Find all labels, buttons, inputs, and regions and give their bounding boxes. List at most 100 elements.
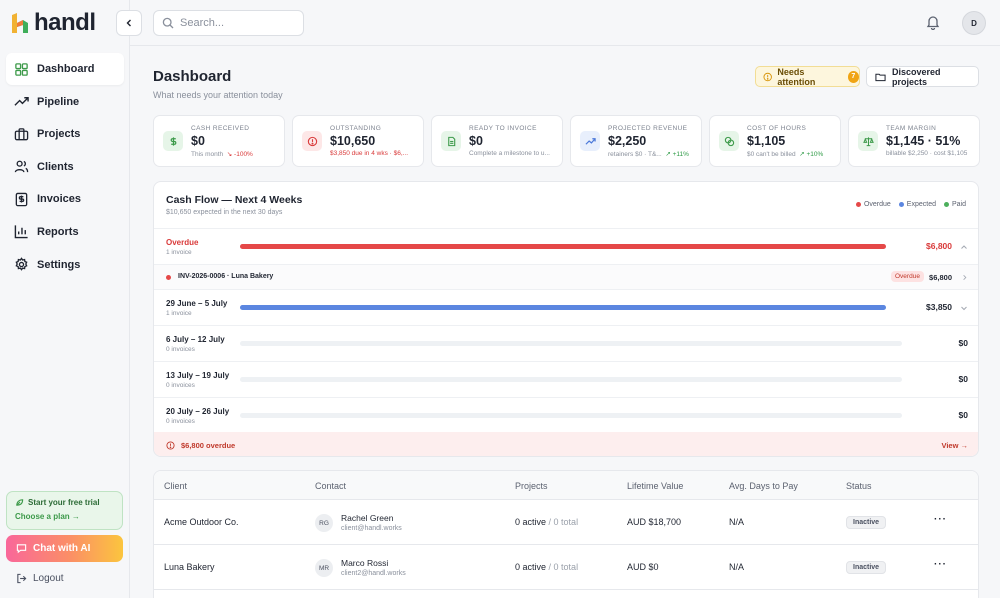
status-badge: Inactive xyxy=(846,516,887,529)
sidebar-item-label: Dashboard xyxy=(37,63,95,75)
search-box[interactable] xyxy=(153,10,304,36)
kpi-ready-to-invoice[interactable]: Ready to Invoice $0 Complete a milestone… xyxy=(431,115,563,167)
avg-days-to-pay: N/A xyxy=(729,517,745,527)
legend-label: Overdue xyxy=(863,201,891,208)
cash-flow-row-week-2[interactable]: 6 July – 12 July 0 invoices $0 xyxy=(154,325,978,361)
kpi-delta: ↘ -100% xyxy=(226,151,253,158)
sidebar-item-label: Clients xyxy=(37,160,74,173)
sidebar-item-projects[interactable]: Projects xyxy=(6,118,124,150)
sidebar-item-pipeline[interactable]: Pipeline xyxy=(6,86,124,118)
contact-email: client2@handl.works xyxy=(341,570,406,577)
projects-total: / 0 total xyxy=(548,517,579,527)
chat-with-ai-button[interactable]: Chat with AI xyxy=(6,535,123,562)
kpi-team-margin[interactable]: Team Margin $1,145 · 51% billable $2,250… xyxy=(848,115,980,167)
kpi-label: Ready to Invoice xyxy=(469,125,537,132)
view-overdue-link[interactable]: View → xyxy=(941,440,968,450)
needs-attention-button[interactable]: Needs attention 7 xyxy=(755,66,860,87)
sidebar-item-settings[interactable]: Settings xyxy=(6,249,124,281)
logout-button[interactable]: Logout xyxy=(16,573,64,584)
row-bar-fill xyxy=(240,244,886,249)
discovered-projects-button[interactable]: Discovered projects xyxy=(866,66,979,87)
search-input[interactable] xyxy=(180,17,290,29)
kpi-sub-text: This month xyxy=(191,151,224,158)
clients-table: Client Contact Projects Lifetime Value A… xyxy=(153,470,979,598)
sidebar-item-dashboard[interactable]: Dashboard xyxy=(6,53,124,85)
page-title: Dashboard xyxy=(153,68,232,85)
collapse-sidebar-button[interactable] xyxy=(116,10,142,36)
kpi-cost-of-hours[interactable]: Cost of Hours $1,105 $0 can't be billed … xyxy=(709,115,841,167)
kpi-delta-value: +11% xyxy=(672,151,689,158)
invoice-row[interactable]: INV-2026-0006 · Luna Bakery Overdue $6,8… xyxy=(154,264,978,289)
table-row[interactable]: Acme Outdoor Co. RG Rachel Green client@… xyxy=(154,500,978,545)
logout-icon xyxy=(17,573,27,584)
invoice-amount: $6,800 xyxy=(929,273,952,282)
overdue-dot-icon xyxy=(166,275,171,280)
kpi-sub-text: retainers $0 · T&... xyxy=(608,151,662,158)
row-bar-track xyxy=(240,413,902,418)
table-row[interactable]: Luna Bakery MR Marco Rossi client2@handl… xyxy=(154,545,978,590)
cash-flow-row-week-1[interactable]: 29 June – 5 July 1 invoice $3,850 xyxy=(154,289,978,325)
gear-icon xyxy=(15,257,28,271)
choose-plan-link[interactable]: Choose a plan → xyxy=(15,512,80,521)
projects-count: 0 active / 0 total xyxy=(515,517,578,527)
sidebar-item-reports[interactable]: Reports xyxy=(6,216,124,248)
column-header-status[interactable]: Status xyxy=(846,481,872,491)
kpi-delta-value: +10% xyxy=(806,151,824,158)
bell-icon[interactable] xyxy=(925,14,941,30)
cash-flow-row-week-3[interactable]: 13 July – 19 July 0 invoices $0 xyxy=(154,361,978,397)
row-bar-track xyxy=(240,341,902,346)
user-avatar[interactable]: D xyxy=(962,11,986,35)
sidebar-item-label: Reports xyxy=(37,225,79,238)
column-header-contact[interactable]: Contact xyxy=(315,481,347,491)
bar-chart-icon xyxy=(14,225,28,239)
row-amount: $6,800 xyxy=(926,241,952,251)
kpi-delta: ↗ +10% xyxy=(799,151,824,158)
more-actions-icon[interactable]: ··· xyxy=(934,514,947,525)
chevron-right-icon[interactable] xyxy=(961,274,968,281)
kpi-cash-received[interactable]: Cash Received $0 This month ↘ -100% xyxy=(153,115,285,167)
sidebar-item-invoices[interactable]: Invoices xyxy=(6,183,124,215)
kpi-label: Outstanding xyxy=(330,125,382,132)
grid-icon xyxy=(15,62,28,76)
chevron-up-icon[interactable] xyxy=(960,243,968,251)
cash-flow-subtitle: $10,650 expected in the next 30 days xyxy=(166,209,283,216)
folder-icon xyxy=(875,73,886,81)
cash-flow-legend: Overdue Expected Paid xyxy=(855,201,966,208)
row-bar-fill xyxy=(240,305,886,310)
projects-count: 0 active / 0 total xyxy=(515,562,578,572)
scale-icon xyxy=(858,131,878,151)
contact-avatar: MR xyxy=(315,559,333,577)
overdue-footer: $6,800 overdue View → xyxy=(154,432,978,456)
sidebar-item-clients[interactable]: Clients xyxy=(6,151,124,183)
kpi-sub: $0 can't be billed ↗ +10% xyxy=(747,150,837,158)
cash-flow-row-week-4[interactable]: 20 July – 26 July 0 invoices $0 xyxy=(154,397,978,432)
column-header-projects[interactable]: Projects xyxy=(515,481,548,491)
lifetime-value: AUD $0 xyxy=(627,562,659,572)
sidebar-nav: Dashboard Pipeline Projects Clients Invo… xyxy=(6,53,124,281)
client-name: Acme Outdoor Co. xyxy=(164,517,239,527)
kpi-label: Projected Revenue xyxy=(608,125,688,132)
kpi-projected-revenue[interactable]: Projected Revenue $2,250 retainers $0 · … xyxy=(570,115,702,167)
column-header-lifetime-value[interactable]: Lifetime Value xyxy=(627,481,684,491)
kpi-outstanding[interactable]: Outstanding $10,650 $3,850 due in 4 wks … xyxy=(292,115,424,167)
free-trial-card[interactable]: Start your free trial Choose a plan → xyxy=(6,491,123,530)
column-header-avg-days-to-pay[interactable]: Avg. Days to Pay xyxy=(729,481,798,491)
kpi-value: $2,250 xyxy=(608,134,647,148)
trial-title-row: Start your free trial xyxy=(15,498,114,507)
more-actions-icon[interactable]: ··· xyxy=(934,559,947,570)
chevron-down-icon[interactable] xyxy=(960,304,968,312)
kpi-value: $0 xyxy=(191,134,205,148)
cash-flow-row-overdue[interactable]: Overdue 1 invoice $6,800 xyxy=(154,228,978,264)
brand-logo[interactable]: handl xyxy=(10,9,96,36)
kpi-sub: billable $2,250 · cost $1,105 xyxy=(886,150,968,157)
legend-expected: Expected xyxy=(898,201,936,208)
leaf-icon xyxy=(16,499,24,506)
chevron-left-icon xyxy=(126,19,131,27)
overdue-badge: Overdue xyxy=(891,271,924,282)
contact-name: Marco Rossi xyxy=(341,558,389,568)
projects-active: 0 active xyxy=(515,562,547,572)
attention-count-badge: 7 xyxy=(847,70,860,83)
column-header-client[interactable]: Client xyxy=(164,481,188,491)
row-bar-track xyxy=(240,377,902,382)
sidebar: handl Dashboard Pipeline Projects Client… xyxy=(0,0,130,598)
